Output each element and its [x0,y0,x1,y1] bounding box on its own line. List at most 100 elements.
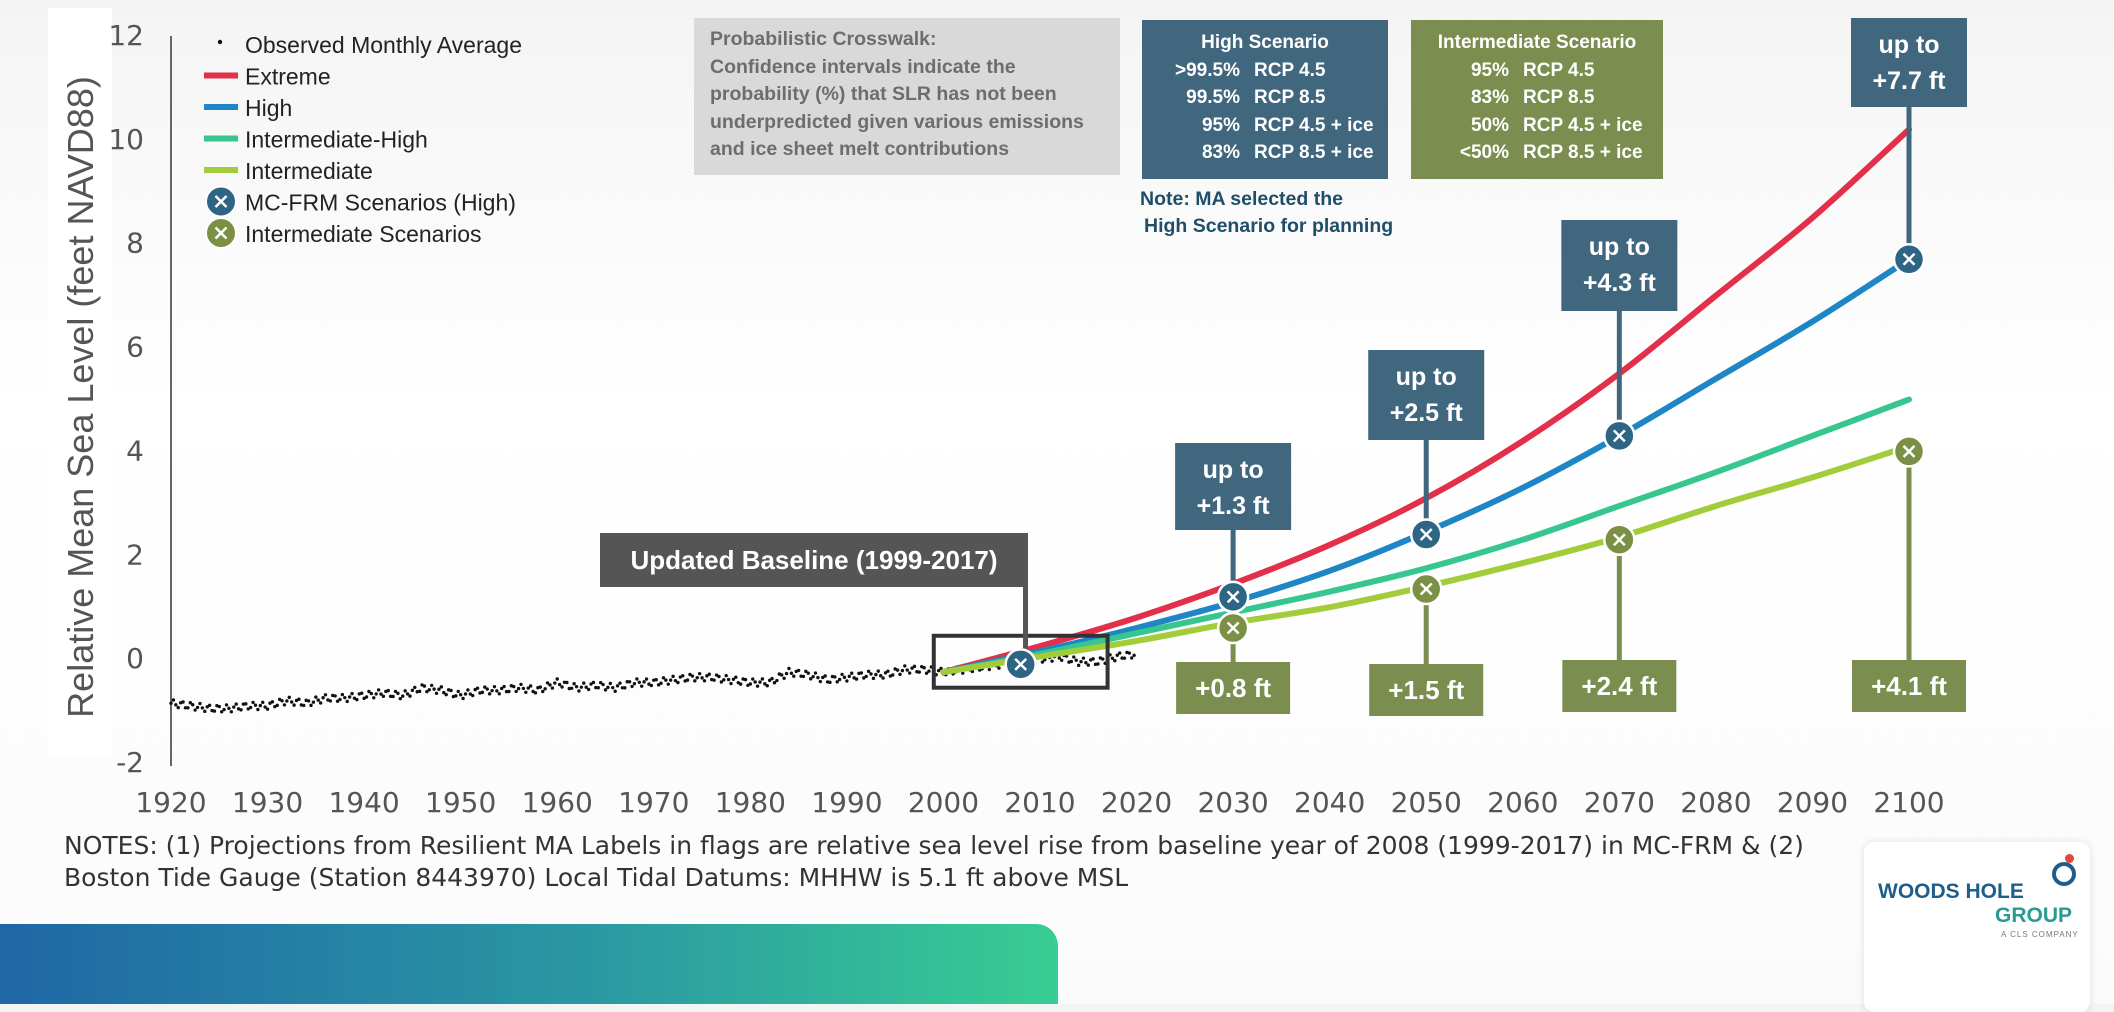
observed-point [898,672,902,677]
observed-point [487,692,492,696]
observed-point [572,682,576,686]
observed-point [818,679,823,684]
observed-point [640,684,644,688]
observed-point [316,698,320,702]
observed-point [1132,653,1136,657]
observed-point [847,674,852,679]
observed-point [538,685,543,689]
observed-point [632,681,637,686]
x-tick-label: 2020 [1101,786,1172,819]
observed-point [401,694,405,698]
intermediate-flag-box [1369,664,1484,716]
footnote-line: Boston Tide Gauge (Station 8443970) Loca… [64,863,1129,892]
company-logo: WOODS HOLE GROUP A CLS COMPANY [1864,842,2090,1012]
observed-point [454,694,458,698]
observed-point [1079,659,1083,664]
observed-point [265,707,270,711]
observed-point [784,671,789,676]
observed-point [782,676,786,681]
observed-point [997,666,1001,670]
x-tick-label: 2060 [1487,786,1558,819]
observed-point [492,684,497,689]
pct: 83% [1201,142,1240,164]
observed-point [627,680,632,684]
observed-point [630,684,634,689]
observed-point [780,673,784,677]
observed-point [775,678,779,683]
logo-dot-icon [2065,854,2074,863]
observed-point [543,687,547,691]
baseline-label: Updated Baseline (1999-2017) [630,545,997,575]
observed-point [738,682,743,686]
pct: 99.5% [1186,87,1240,109]
pct: 95% [1201,114,1240,136]
observed-point [398,696,403,701]
high-flag-box [1561,220,1678,311]
observed-point [212,709,217,713]
intermediate-scenario-row: 83% RCP 8.5 [1423,84,1651,112]
high-scenario-row: 95% RCP 4.5 + ice [1154,112,1376,140]
baseline-annotation: Updated Baseline (1999-2017) [600,533,1110,690]
observed-point [471,693,475,698]
observed-point [666,682,670,686]
observed-point [905,668,909,672]
observed-point [1086,663,1090,667]
x-tick-label: 2030 [1197,786,1268,819]
observed-point [693,679,697,683]
observed-point [717,674,721,679]
y-axis-label: Relative Mean Sea Level (feet NAVD88) [60,76,101,718]
observed-point [753,680,757,684]
observed-point [845,679,849,683]
observed-point [261,700,265,705]
observed-point [393,689,398,694]
observed-point [936,668,941,673]
observed-point [449,688,453,693]
planning-note: Note: MA selected the High Scenario for … [1138,186,1458,240]
pct: 50% [1470,114,1509,136]
observed-point [881,676,885,680]
high-flag-line1: up to [1589,233,1650,261]
intermediate-flag-label: +0.8 ft [1195,673,1271,703]
observed-point [594,685,598,690]
observed-point [183,706,188,710]
footnote-line: NOTES: (1) Projections from Resilient MA… [64,831,1804,860]
observed-point [171,698,176,702]
x-tick-label: 2070 [1584,786,1655,819]
observed-point [502,684,506,689]
intermediate-flag-box [1852,660,1966,712]
observed-point [372,696,376,700]
high-flag-line1: up to [1203,456,1264,484]
observed-point [866,669,871,674]
x-tick-label: 2040 [1294,786,1365,819]
observed-point [258,703,263,708]
observed-point [200,706,205,710]
observed-point [685,678,690,682]
rcp: RCP 4.5 + ice [1523,114,1643,136]
observed-point [854,677,859,681]
observed-point [367,689,371,694]
observed-point [369,691,374,696]
observed-point [613,689,617,693]
pct: 95% [1470,59,1509,81]
observed-point [287,695,291,700]
x-tick-label: 1970 [618,786,689,819]
observed-point [379,692,383,696]
observed-point [388,694,393,699]
observed-point [712,678,716,682]
observed-point [637,680,641,684]
observed-point [823,674,827,678]
high-flag-box [1368,350,1485,440]
pct: >99.5% [1175,59,1240,81]
legend-label: Extreme [245,64,331,90]
observed-point [427,688,431,692]
high-flag-line1: up to [1878,31,1939,59]
ylabel-backdrop [48,8,112,758]
legend-swatch-x-icon [214,195,228,208]
observed-point [545,681,550,685]
observed-point [350,691,354,696]
observed-point [1122,656,1127,660]
observed-point [579,685,584,689]
observed-point [533,691,538,695]
observed-point [456,689,460,694]
